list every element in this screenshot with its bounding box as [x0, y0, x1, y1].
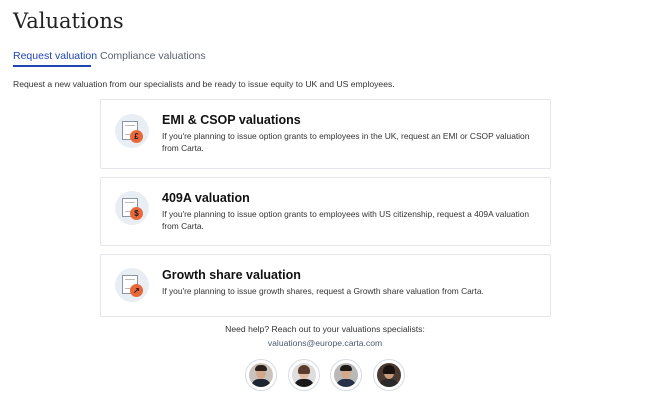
page-description: Request a new valuation from our special…	[13, 79, 395, 89]
avatar	[373, 359, 405, 391]
card-title: Growth share valuation	[162, 268, 301, 282]
document-dollar-icon: $	[115, 191, 149, 225]
card-growth-share-valuation[interactable]: ↗ Growth share valuation If you're plann…	[100, 254, 551, 317]
card-409a-valuation[interactable]: $ 409A valuation If you're planning to i…	[100, 177, 551, 246]
help-text: Need help? Reach out to your valuations …	[225, 324, 425, 334]
card-title: EMI & CSOP valuations	[162, 113, 301, 127]
avatar	[245, 359, 277, 391]
avatar	[330, 359, 362, 391]
tab-compliance-valuations[interactable]: Compliance valuations	[100, 50, 206, 62]
page-title: Valuations	[13, 9, 124, 33]
document-chart-icon: ↗	[115, 268, 149, 302]
card-body: If you're planning to issue option grant…	[162, 209, 530, 231]
specialists-email-link[interactable]: valuations@europe.carta.com	[267, 338, 383, 348]
card-emi-csop-valuations[interactable]: £ EMI & CSOP valuations If you're planni…	[100, 99, 551, 169]
tab-request-valuation[interactable]: Request valuation	[13, 50, 98, 62]
active-tab-indicator	[13, 65, 91, 67]
card-title: 409A valuation	[162, 191, 250, 205]
avatar	[288, 359, 320, 391]
card-body: If you're planning to issue option grant…	[162, 131, 530, 153]
card-body: If you're planning to issue growth share…	[162, 286, 484, 296]
document-pound-icon: £	[115, 114, 149, 148]
